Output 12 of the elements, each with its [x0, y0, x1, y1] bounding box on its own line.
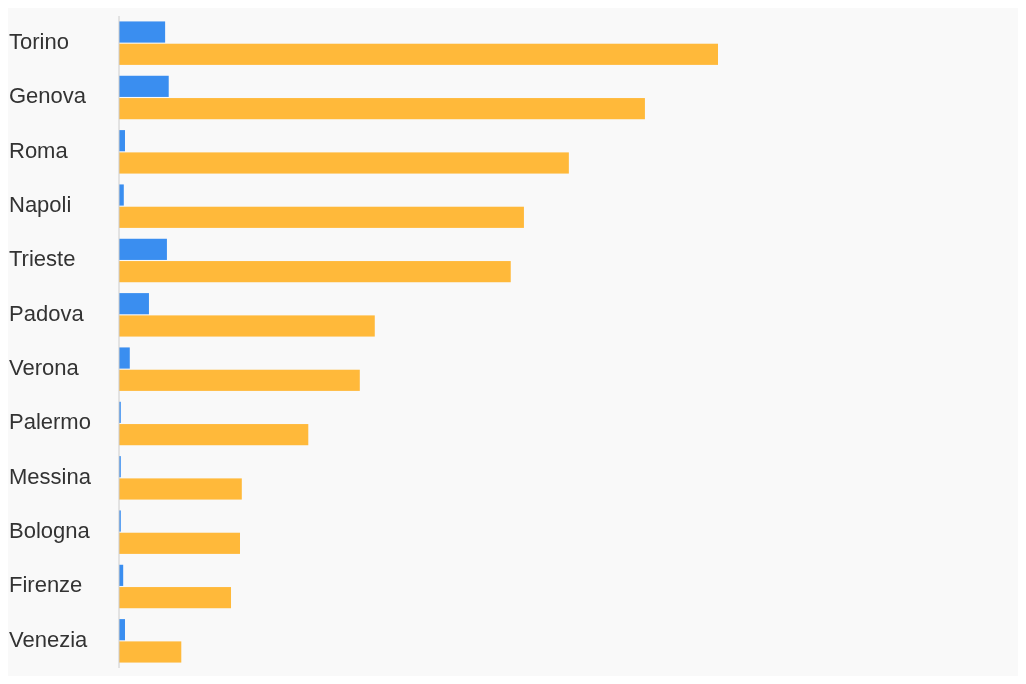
y-tick-label: Roma: [9, 137, 69, 163]
y-tick-label: Torino: [9, 28, 69, 54]
y-tick-label: Messina: [9, 463, 92, 489]
y-tick-label: Trieste: [9, 246, 76, 272]
y-tick-label: Bologna: [9, 517, 91, 543]
y-tick-label: Napoli: [9, 191, 72, 217]
y-tick-label: Venezia: [9, 626, 89, 652]
y-tick-label: Padova: [9, 300, 85, 326]
y-tick-label: Palermo: [9, 409, 91, 435]
y-tick-label: Verona: [9, 354, 80, 380]
y-tick-label: Genova: [9, 83, 87, 109]
y-tick-label: Firenze: [9, 572, 83, 598]
